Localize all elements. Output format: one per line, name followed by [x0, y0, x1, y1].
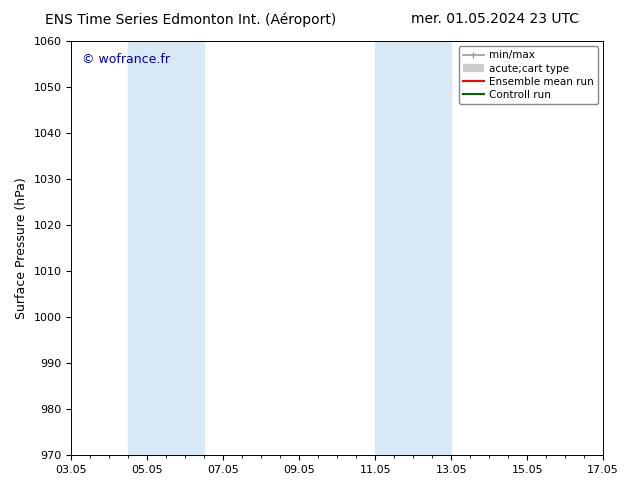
Text: © wofrance.fr: © wofrance.fr: [82, 53, 170, 67]
Bar: [413, 41, 451, 455]
Bar: [375, 41, 413, 455]
Bar: [166, 41, 204, 455]
Text: ENS Time Series Edmonton Int. (Aéroport): ENS Time Series Edmonton Int. (Aéroport): [44, 12, 336, 27]
Y-axis label: Surface Pressure (hPa): Surface Pressure (hPa): [15, 177, 28, 319]
Bar: [128, 41, 166, 455]
Legend: min/max, acute;cart type, Ensemble mean run, Controll run: min/max, acute;cart type, Ensemble mean …: [459, 46, 598, 104]
Text: mer. 01.05.2024 23 UTC: mer. 01.05.2024 23 UTC: [411, 12, 578, 26]
